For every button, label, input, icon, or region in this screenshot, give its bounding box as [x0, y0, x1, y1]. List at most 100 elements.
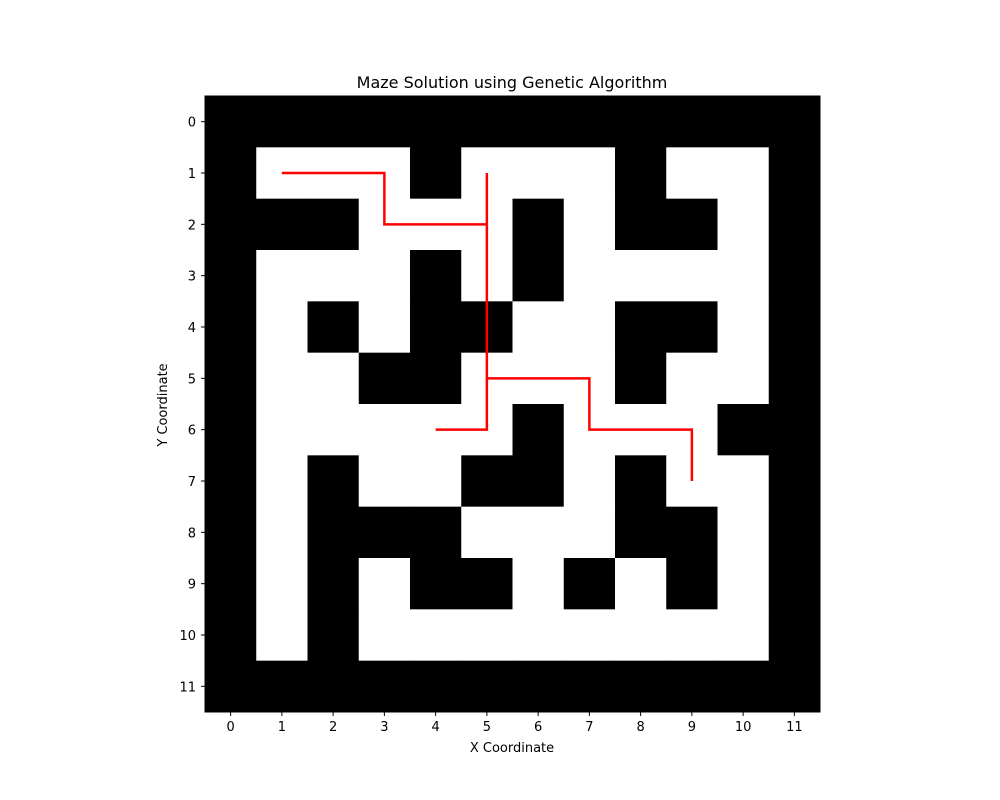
x-tick-label: 3 [380, 720, 388, 735]
y-tick-label: 2 [188, 218, 196, 233]
x-tick-label: 7 [585, 720, 593, 735]
y-tick-label: 11 [179, 680, 196, 695]
solution-path-line [281, 171, 694, 481]
y-tick-label: 0 [188, 116, 196, 131]
maze-cell-wall [205, 660, 257, 713]
maze-cell-wall [768, 301, 821, 354]
maze-cell-open [512, 301, 565, 354]
maze-cell-wall [666, 301, 718, 354]
maze-cell-wall [410, 96, 462, 148]
maze-cell-wall [358, 96, 411, 148]
maze-cell-wall [358, 352, 411, 405]
maze-cell-wall [615, 96, 667, 148]
maze-cell-open [358, 455, 411, 508]
maze-cell-wall [768, 558, 821, 610]
y-tick-label: 5 [188, 372, 196, 387]
maze-cell-wall [615, 455, 667, 508]
x-tick-label: 0 [226, 720, 234, 735]
maze-cell-open [717, 198, 770, 251]
maze-cell-wall [307, 660, 360, 713]
maze-cell-open [563, 250, 616, 302]
maze-cell-wall [768, 609, 821, 662]
maze-cell-open [256, 250, 308, 302]
maze-cell-wall [205, 404, 257, 456]
x-tick-label: 9 [688, 720, 696, 735]
maze-cell-wall [615, 301, 667, 354]
maze-cell-wall [256, 96, 308, 148]
maze-cell-wall [615, 147, 667, 200]
maze-cell-wall [768, 404, 821, 456]
maze-cell-open [717, 147, 770, 200]
maze-cell-wall [205, 609, 257, 662]
maze-cell-open [563, 301, 616, 354]
y-axis-ticks: 0 1 2 3 4 5 6 7 8 9 10 11 [179, 116, 205, 695]
maze-cell-wall [205, 558, 257, 610]
y-tick-label: 7 [188, 475, 196, 490]
maze-cell-wall [717, 96, 770, 148]
maze-cell-wall [768, 352, 821, 405]
maze-cell-wall [205, 506, 257, 559]
x-tick-label: 10 [735, 720, 752, 735]
maze-cell-wall [461, 455, 513, 508]
maze-cell-wall [615, 352, 667, 405]
y-tick-label: 4 [188, 321, 196, 336]
x-axis-ticks: 0 1 2 3 4 5 6 7 8 9 10 11 [226, 712, 803, 735]
maze-cell-open [666, 609, 718, 662]
chart-title: Maze Solution using Genetic Algorithm [357, 73, 668, 92]
maze-cell-wall [461, 558, 513, 610]
maze-cell-wall [410, 352, 462, 405]
maze-cell-open [256, 404, 308, 456]
maze-cell-wall [768, 96, 821, 148]
maze-cell-open [717, 609, 770, 662]
maze-cell-wall [410, 301, 462, 354]
maze-cell-open [307, 250, 360, 302]
maze-cell-open [410, 609, 462, 662]
maze-cell-wall [307, 506, 360, 559]
maze-cell-wall [768, 660, 821, 713]
maze-cell-wall [563, 96, 616, 148]
maze-cell-open [717, 250, 770, 302]
maze-cell-wall [205, 198, 257, 251]
maze-cell-wall [410, 660, 462, 713]
maze-cell-wall [461, 96, 513, 148]
maze-cell-open [461, 609, 513, 662]
y-tick-label: 9 [188, 578, 196, 593]
y-tick-label: 3 [188, 270, 196, 285]
maze-cell-wall [512, 96, 565, 148]
maze-cell-open [256, 558, 308, 610]
maze-cell-wall [512, 250, 565, 302]
maze-cell-open [358, 404, 411, 456]
maze-cell-open [410, 455, 462, 508]
maze-cell-open [256, 609, 308, 662]
x-tick-label: 1 [278, 720, 286, 735]
maze-cell-open [666, 147, 718, 200]
maze-cell-open [717, 352, 770, 405]
maze-cell-open [666, 352, 718, 405]
maze-cell-open [615, 250, 667, 302]
y-tick-label: 10 [179, 629, 196, 644]
maze-cell-wall [410, 250, 462, 302]
maze-grid [205, 96, 821, 713]
y-tick-label: 6 [188, 424, 196, 439]
y-axis-label: Y Coordinate [156, 363, 171, 447]
maze-cell-wall [256, 660, 308, 713]
x-tick-label: 6 [534, 720, 542, 735]
maze-cell-open [256, 352, 308, 405]
maze-cell-open [563, 506, 616, 559]
maze-cell-open [256, 455, 308, 508]
maze-cell-open [307, 404, 360, 456]
maze-cell-wall [205, 147, 257, 200]
maze-cell-open [615, 558, 667, 610]
maze-cell-wall [717, 404, 770, 456]
maze-cell-open [563, 147, 616, 200]
maze-cell-wall [666, 96, 718, 148]
maze-cell-wall [768, 147, 821, 200]
x-tick-label: 8 [636, 720, 644, 735]
maze-cell-wall [768, 506, 821, 559]
maze-cell-wall [307, 301, 360, 354]
maze-cell-open [256, 506, 308, 559]
maze-cell-wall [307, 96, 360, 148]
maze-cell-open [358, 609, 411, 662]
maze-cell-wall [615, 506, 667, 559]
maze-cell-wall [768, 455, 821, 508]
